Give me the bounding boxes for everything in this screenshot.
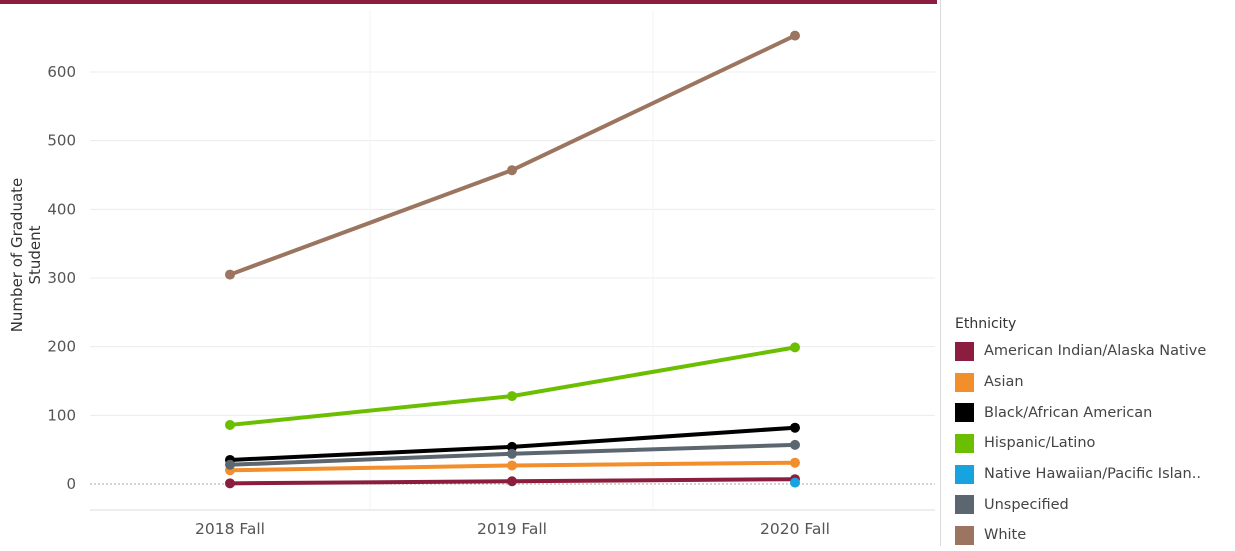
legend-swatch — [955, 341, 974, 361]
x-tick-label: 2018 Fall — [195, 520, 265, 538]
legend-label: American Indian/Alaska Native — [984, 343, 1207, 360]
legend-swatch — [955, 372, 974, 392]
legend-label: Hispanic/Latino — [984, 435, 1096, 452]
data-point — [225, 478, 235, 489]
y-tick-label: 600 — [47, 63, 76, 81]
data-point — [225, 459, 235, 470]
legend-label: Unspecified — [984, 496, 1069, 513]
series-line — [228, 345, 797, 427]
legend-swatch — [955, 403, 974, 423]
legend-item[interactable]: Asian — [955, 367, 1233, 398]
data-point — [790, 422, 800, 433]
legend-swatch — [955, 495, 974, 515]
legend-item[interactable]: Unspecified — [955, 489, 1233, 520]
y-tick-label: 500 — [47, 132, 76, 150]
legend-swatch — [955, 464, 974, 484]
legend-label: Native Hawaiian/Pacific Islan.. — [984, 466, 1201, 483]
data-point — [790, 30, 800, 41]
y-tick-label: 100 — [47, 406, 76, 424]
legend-label: Black/African American — [984, 404, 1153, 421]
data-point — [507, 476, 517, 487]
data-point — [225, 269, 235, 280]
data-point — [225, 419, 235, 430]
y-tick-label: 400 — [47, 200, 76, 218]
accent-bar — [0, 0, 937, 4]
legend-title: Ethnicity — [955, 316, 1017, 332]
legend-items: American Indian/Alaska Native Asian Black/… — [955, 336, 1233, 551]
y-tick-label: 300 — [47, 269, 76, 287]
series-line — [228, 33, 797, 277]
data-point — [790, 439, 800, 450]
y-tick-label: 200 — [47, 338, 76, 356]
data-point — [790, 342, 800, 353]
x-tick-label: 2019 Fall — [477, 520, 547, 538]
data-point — [507, 441, 517, 452]
data-point — [507, 460, 517, 471]
legend-label: White — [984, 527, 1027, 544]
data-point — [790, 477, 800, 488]
legend-label: Asian — [984, 374, 1024, 391]
y-axis-label: Number of Graduate Student — [8, 177, 44, 333]
legend-swatch — [955, 525, 974, 545]
data-point — [507, 448, 517, 459]
data-point — [790, 457, 800, 468]
legend-item[interactable]: Native Hawaiian/Pacific Islan.. — [955, 459, 1233, 490]
line-chart: 0 100 200 300 400 500 600 2018 Fall 2019 Fall 202… — [47, 10, 935, 538]
data-point — [507, 391, 517, 402]
data-point — [507, 165, 517, 176]
legend-item[interactable]: Black/African American — [955, 397, 1233, 428]
y-tick-label: 0 — [66, 475, 76, 493]
legend-item[interactable]: American Indian/Alaska Native — [955, 336, 1233, 367]
chart-area: 0 100 200 300 400 500 600 2018 Fall 2019 Fall 202… — [0, 0, 941, 546]
legend-swatch — [955, 433, 974, 453]
legend-item[interactable]: White — [955, 520, 1233, 551]
legend: Ethnicity American Indian/Alaska Native A… — [955, 316, 1233, 551]
legend-item[interactable]: Hispanic/Latino — [955, 428, 1233, 459]
x-tick-label: 2020 Fall — [760, 520, 830, 538]
